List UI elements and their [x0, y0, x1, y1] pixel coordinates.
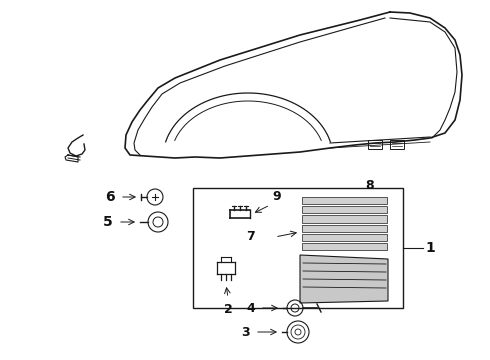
Bar — [193, 188, 403, 308]
Text: 9: 9 — [272, 190, 281, 203]
Bar — [302, 197, 387, 204]
Bar — [302, 215, 387, 222]
Bar — [302, 225, 387, 232]
Text: 2: 2 — [223, 303, 232, 316]
Polygon shape — [300, 255, 388, 303]
Text: 5: 5 — [103, 215, 113, 229]
Bar — [368, 140, 382, 149]
Text: 7: 7 — [246, 230, 255, 243]
Text: 1: 1 — [425, 241, 435, 255]
Bar — [302, 206, 387, 213]
Text: 8: 8 — [366, 179, 374, 192]
Text: 4: 4 — [246, 302, 255, 315]
Text: 6: 6 — [105, 190, 115, 204]
Bar — [302, 243, 387, 250]
Bar — [302, 234, 387, 241]
Bar — [390, 140, 404, 149]
Text: 3: 3 — [242, 325, 250, 338]
